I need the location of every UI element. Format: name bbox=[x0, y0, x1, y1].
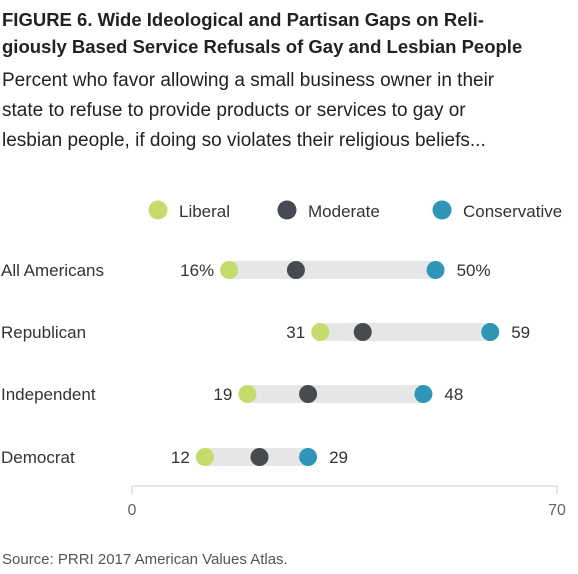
dot-democrat-liberal bbox=[195, 448, 214, 466]
range-bar-republican bbox=[320, 323, 491, 341]
row-label-republican: Republican bbox=[1, 323, 86, 342]
dot-democrat-conservative bbox=[299, 448, 318, 466]
dot-chart: Liberal Moderate Conservative All Americans… bbox=[1, 200, 566, 519]
value-label-right-republican: 59 bbox=[511, 323, 530, 342]
chart-title-line-1: FIGURE 6. Wide Ideological and Partisan … bbox=[2, 9, 484, 30]
dot-all-americans-liberal bbox=[220, 261, 239, 279]
legend-label-conservative: Conservative bbox=[463, 202, 562, 221]
dot-independent-moderate bbox=[299, 385, 318, 403]
legend-swatch-conservative bbox=[432, 200, 452, 220]
dot-independent-conservative bbox=[414, 385, 433, 403]
value-label-left-all-americans: 16% bbox=[180, 261, 214, 280]
dot-democrat-moderate bbox=[250, 448, 269, 466]
x-tick-label-max: 70 bbox=[548, 502, 566, 519]
chart-subtitle-line-1: Percent who favor allowing a small busin… bbox=[2, 70, 495, 91]
value-label-right-independent: 48 bbox=[444, 385, 463, 404]
chart-title: FIGURE 6. Wide Ideological and Partisan … bbox=[2, 6, 576, 60]
chart-subtitle: Percent who favor allowing a small busin… bbox=[2, 66, 576, 156]
dot-all-americans-moderate bbox=[286, 261, 305, 279]
value-label-left-democrat: 12 bbox=[171, 448, 190, 467]
row-label-all-americans: All Americans bbox=[1, 261, 104, 280]
x-tick-label-min: 0 bbox=[128, 502, 137, 519]
legend-label-moderate: Moderate bbox=[308, 202, 380, 221]
range-bar-independent bbox=[247, 385, 424, 403]
dot-republican-moderate bbox=[353, 323, 372, 341]
legend-swatch-moderate bbox=[277, 200, 297, 220]
chart-subtitle-line-2: state to refuse to provide products or s… bbox=[2, 100, 466, 121]
value-label-right-democrat: 29 bbox=[329, 448, 348, 467]
legend-label-liberal: Liberal bbox=[179, 202, 230, 221]
source-note: Source: PRRI 2017 American Values Atlas. bbox=[2, 551, 288, 568]
chart-subtitle-line-3: lesbian people, if doing so violates the… bbox=[2, 130, 486, 151]
dot-republican-liberal bbox=[311, 323, 330, 341]
dot-all-americans-conservative bbox=[426, 261, 445, 279]
dot-independent-liberal bbox=[238, 385, 257, 403]
row-label-independent: Independent bbox=[1, 385, 96, 404]
chart-title-line-2: giously Based Service Refusals of Gay an… bbox=[2, 36, 523, 57]
range-bar-all-americans bbox=[229, 261, 436, 279]
value-label-right-all-americans: 50% bbox=[457, 261, 491, 280]
legend-swatch-liberal bbox=[148, 200, 168, 220]
value-label-left-independent: 19 bbox=[213, 385, 232, 404]
value-label-left-republican: 31 bbox=[286, 323, 305, 342]
dot-republican-conservative bbox=[481, 323, 500, 341]
row-label-democrat: Democrat bbox=[1, 448, 75, 467]
